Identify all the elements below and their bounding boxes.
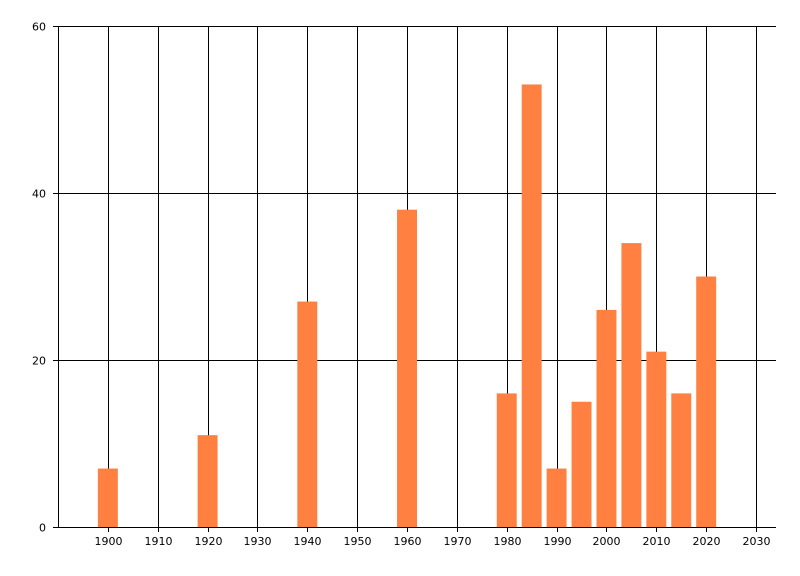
tick-labels: 0 20 40 60 1900 1910 1920 1930 1940 1950 1960 1970 1…: [32, 21, 771, 549]
bar: [397, 209, 417, 527]
bar: [621, 243, 642, 527]
x-tick-label: 1950: [344, 535, 372, 548]
y-tick-label: 40: [32, 188, 46, 201]
x-tick-label: 1910: [145, 535, 173, 548]
bar: [496, 393, 517, 527]
x-tick-label: 1970: [444, 535, 472, 548]
bar: [671, 393, 692, 527]
bar: [596, 309, 617, 527]
tick-marks: [53, 26, 757, 532]
x-tick-label: 1940: [294, 535, 322, 548]
x-tick-label: 1990: [544, 535, 572, 548]
bar: [696, 276, 717, 527]
y-tick-label: 60: [32, 21, 46, 34]
bar: [521, 84, 542, 527]
x-tick-label: 1900: [95, 535, 123, 548]
bar: [97, 468, 118, 527]
x-tick-label: 2000: [593, 535, 621, 548]
bar: [197, 435, 218, 527]
x-tick-label: 1930: [244, 535, 272, 548]
bar: [297, 301, 318, 527]
x-tick-label: 2010: [643, 535, 671, 548]
x-tick-label: 2030: [743, 535, 771, 548]
bar: [646, 351, 667, 527]
x-tick-label: 1920: [195, 535, 223, 548]
x-tick-label: 1980: [494, 535, 522, 548]
y-tick-label: 0: [39, 522, 46, 535]
y-tick-label: 20: [32, 355, 46, 368]
bar: [571, 401, 592, 527]
x-tick-label: 2020: [693, 535, 721, 548]
bar: [546, 468, 567, 527]
x-tick-label: 1960: [394, 535, 422, 548]
bars: [97, 84, 717, 527]
